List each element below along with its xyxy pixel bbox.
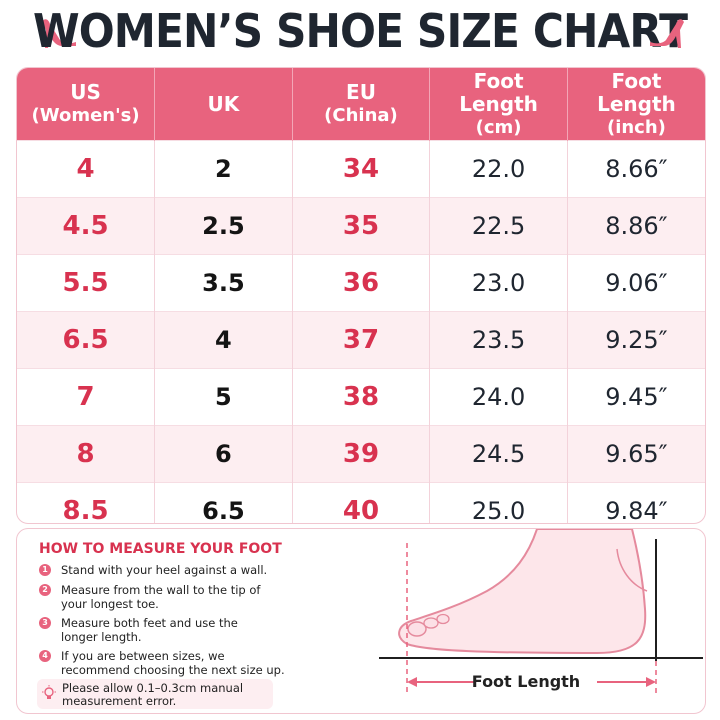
- cell-inch: 8.86″: [567, 197, 705, 255]
- cell-cm: 23.0: [429, 254, 568, 312]
- step-number: 4: [39, 650, 51, 662]
- cell-inch: 9.45″: [567, 368, 705, 426]
- cell-uk: 6: [154, 425, 293, 483]
- lightbulb-icon: [42, 685, 56, 699]
- cell-eu: 36: [292, 254, 431, 312]
- column-header-cm: Foot Length (cm): [429, 68, 568, 141]
- column-header-eu: EU (China): [292, 68, 431, 141]
- size-table: US (Women's) UK EU (China) Foot Length (cm)…: [16, 67, 706, 524]
- foot-length-label: Foot Length: [471, 672, 581, 691]
- cell-cm: 23.5: [429, 311, 568, 369]
- cell-uk: 2: [154, 140, 293, 198]
- cell-inch: 9.25″: [567, 311, 705, 369]
- table-row: 7 5 38 24.0 9.45″: [17, 368, 705, 426]
- cell-cm: 24.5: [429, 425, 568, 483]
- measurement-note: Please allow 0.1–0.3cm manual measuremen…: [37, 679, 273, 709]
- column-header-uk: UK: [154, 68, 293, 141]
- cell-eu: 37: [292, 311, 431, 369]
- cell-uk: 5: [154, 368, 293, 426]
- cell-inch: 9.65″: [567, 425, 705, 483]
- page-title: WOMEN’S SHOE SIZE CHART: [32, 4, 688, 58]
- table-row: 4.5 2.5 35 22.5 8.86″: [17, 197, 705, 255]
- table-row: 6.5 4 37 23.5 9.25″: [17, 311, 705, 369]
- title-bar: WOMEN’S SHOE SIZE CHART: [0, 0, 720, 66]
- cell-inch: 8.66″: [567, 140, 705, 198]
- cell-cm: 25.0: [429, 482, 568, 523]
- cell-us: 8.5: [17, 482, 156, 523]
- cell-us: 6.5: [17, 311, 156, 369]
- cell-eu: 38: [292, 368, 431, 426]
- cell-eu: 35: [292, 197, 431, 255]
- cell-uk: 6.5: [154, 482, 293, 523]
- cell-us: 8: [17, 425, 156, 483]
- table-row: 4 2 34 22.0 8.66″: [17, 140, 705, 198]
- table-row: 5.5 3.5 36 23.0 9.06″: [17, 254, 705, 312]
- cell-us: 7: [17, 368, 156, 426]
- cell-inch: 9.06″: [567, 254, 705, 312]
- measure-panel: HOW TO MEASURE YOUR FOOT 1 Stand with yo…: [16, 528, 706, 714]
- step-text: Measure from the wall to the tip of your…: [61, 583, 261, 611]
- column-header-inch: Foot Length (inch): [567, 68, 705, 141]
- cell-uk: 3.5: [154, 254, 293, 312]
- high-heel-icon: [42, 19, 76, 48]
- foot-diagram: Foot Length: [347, 529, 705, 713]
- measure-title: HOW TO MEASURE YOUR FOOT: [39, 541, 282, 557]
- step-number: 1: [39, 564, 51, 576]
- cell-eu: 39: [292, 425, 431, 483]
- column-header-us: US (Women's): [17, 68, 156, 141]
- table-row: 8 6 39 24.5 9.65″: [17, 425, 705, 483]
- cell-us: 4.5: [17, 197, 156, 255]
- cell-cm: 24.0: [429, 368, 568, 426]
- step-text: If you are between sizes, we recommend c…: [61, 649, 285, 677]
- cell-cm: 22.0: [429, 140, 568, 198]
- cell-cm: 22.5: [429, 197, 568, 255]
- step-text: Stand with your heel against a wall.: [61, 563, 268, 577]
- step-text: Measure both feet and use the longer len…: [61, 616, 238, 644]
- cell-eu: 40: [292, 482, 431, 523]
- foot-illustration: [379, 529, 703, 695]
- table-header-row: US (Women's) UK EU (China) Foot Length (cm)…: [17, 68, 705, 141]
- table-row: 8.5 6.5 40 25.0 9.84″: [17, 482, 705, 523]
- cell-eu: 34: [292, 140, 431, 198]
- note-text: Please allow 0.1–0.3cm manual measuremen…: [62, 681, 244, 708]
- step-number: 2: [39, 584, 51, 596]
- high-heel-icon: [650, 19, 684, 48]
- cell-us: 5.5: [17, 254, 156, 312]
- step-number: 3: [39, 617, 51, 629]
- cell-uk: 2.5: [154, 197, 293, 255]
- cell-uk: 4: [154, 311, 293, 369]
- cell-us: 4: [17, 140, 156, 198]
- cell-inch: 9.84″: [567, 482, 705, 523]
